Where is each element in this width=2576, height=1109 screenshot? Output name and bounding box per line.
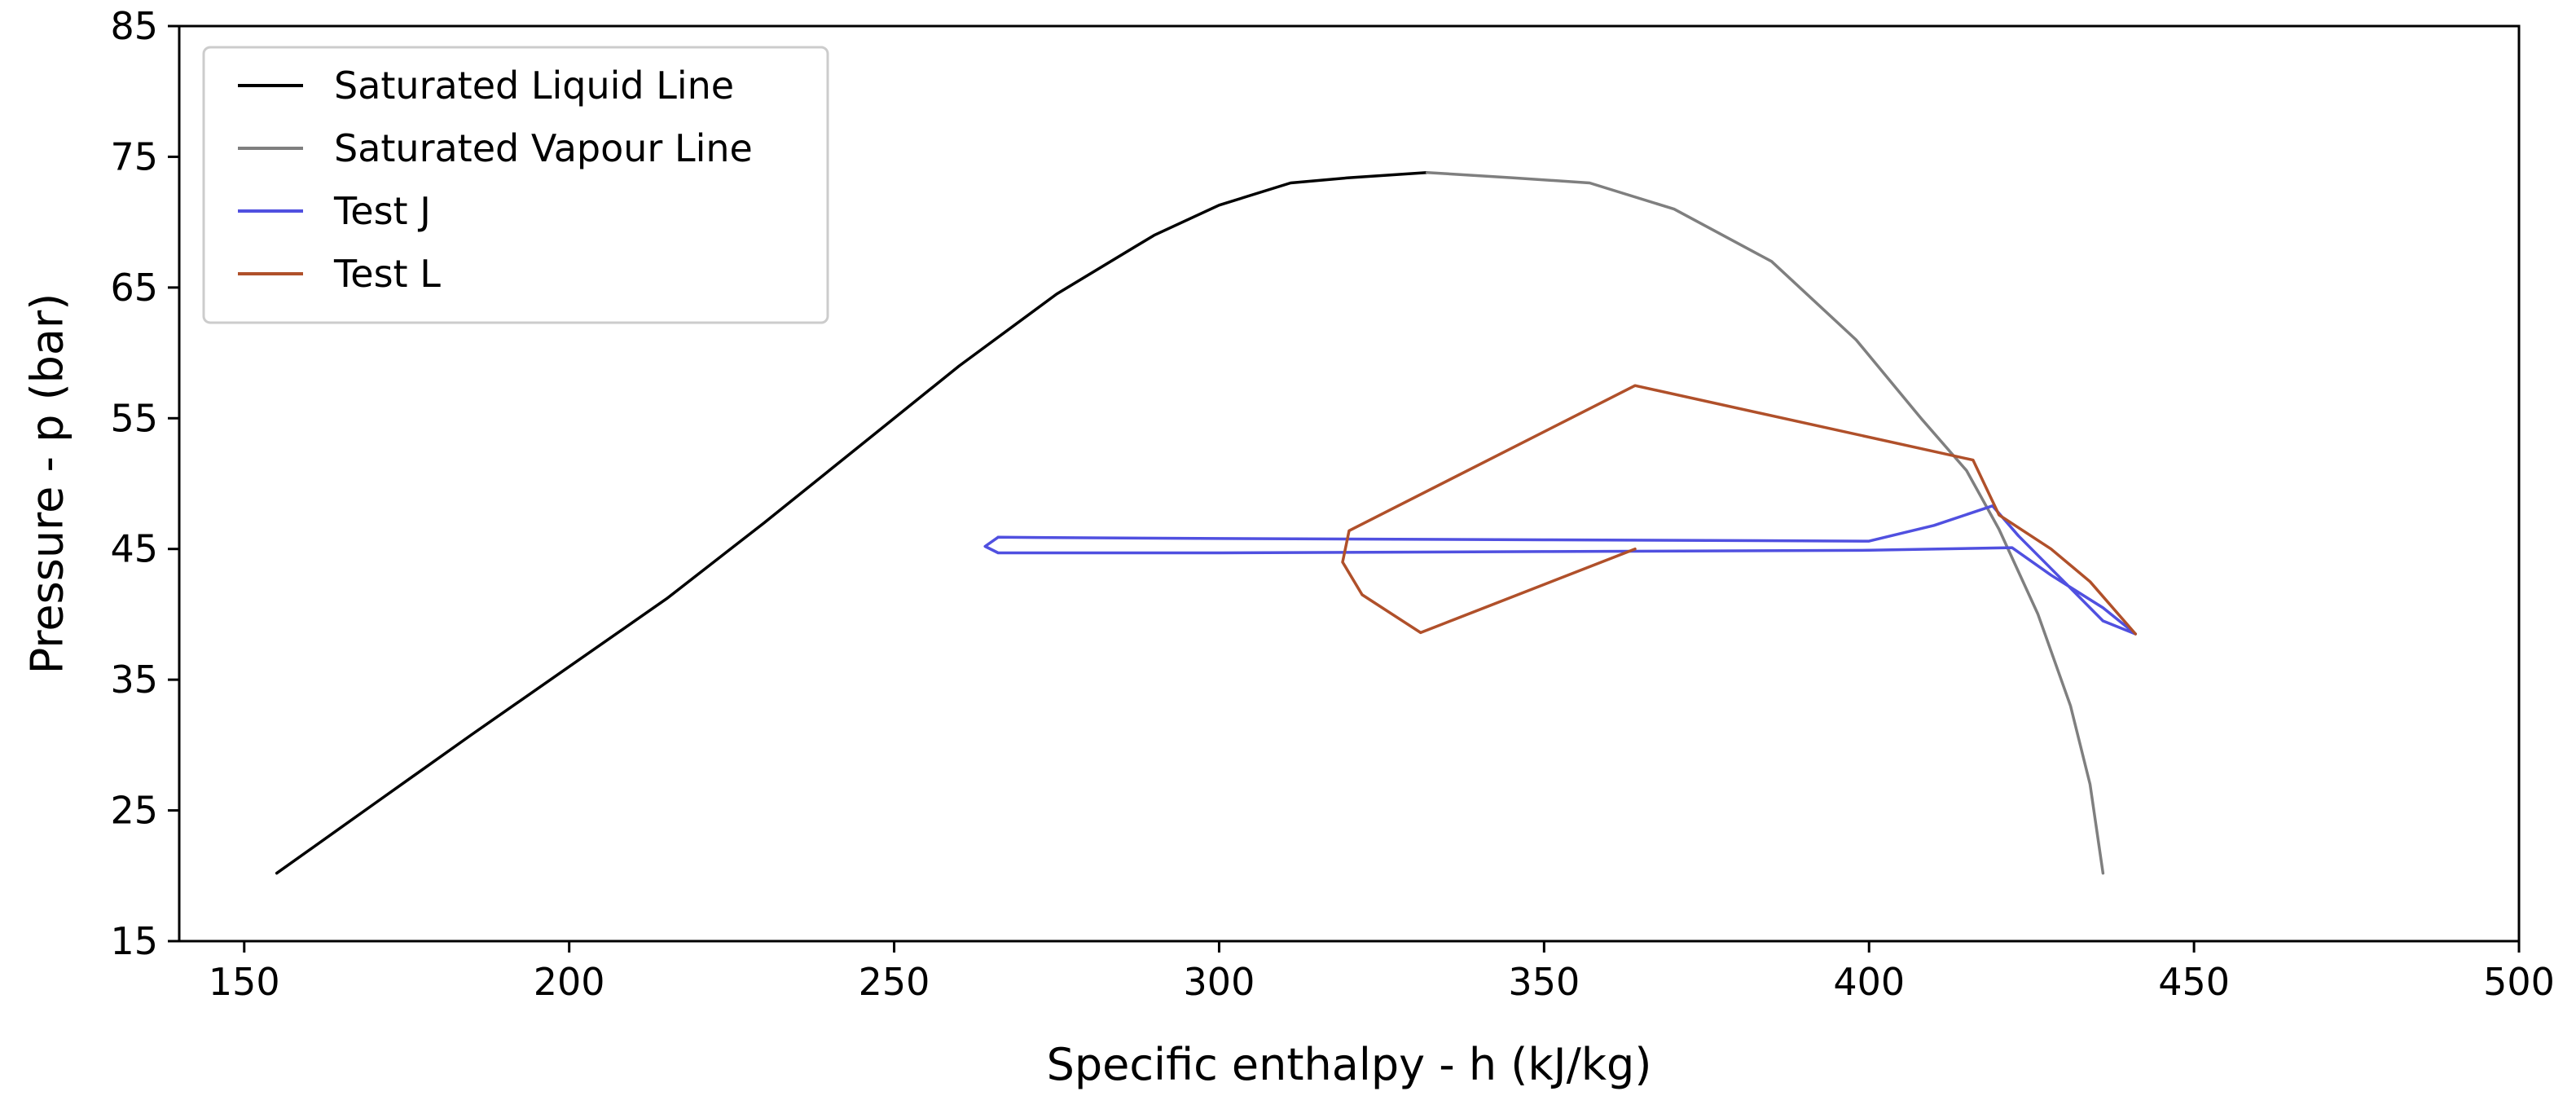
series-line-saturated-liquid-line: [275, 170, 1429, 875]
y-tick-label: 45: [110, 527, 158, 571]
y-tick-label: 15: [110, 919, 158, 963]
legend-label: Test J: [333, 189, 431, 233]
x-tick-label: 350: [1508, 960, 1580, 1004]
x-tick-label: 450: [2158, 960, 2230, 1004]
x-tick-label: 400: [1833, 960, 1905, 1004]
y-axis-label: Pressure - p (bar): [22, 293, 73, 675]
series-line-test-l: [1341, 384, 2138, 636]
y-tick-label: 65: [110, 266, 158, 310]
series-line-test-j: [983, 504, 2138, 636]
y-tick-label: 85: [110, 4, 158, 48]
legend-label: Saturated Liquid Line: [334, 64, 734, 108]
series-line-saturated-vapour-line: [1425, 170, 2105, 875]
legend-label: Saturated Vapour Line: [334, 126, 753, 170]
x-tick-label: 150: [209, 960, 280, 1004]
x-tick-label: 250: [859, 960, 930, 1004]
y-tick-label: 75: [110, 134, 158, 178]
x-axis-label: Specific enthalpy - h (kJ/kg): [1047, 1039, 1652, 1090]
y-tick-label: 25: [110, 789, 158, 833]
x-tick-label: 200: [534, 960, 605, 1004]
x-tick-label: 300: [1184, 960, 1255, 1004]
plot-frame: [178, 24, 2521, 943]
legend: Saturated Liquid Line Saturated Vapour Li…: [202, 46, 829, 324]
y-tick-label: 55: [110, 396, 158, 440]
x-tick-label: 500: [2483, 960, 2555, 1004]
legend-label: Test L: [333, 252, 441, 296]
legend-box: [202, 46, 829, 324]
y-tick-label: 35: [110, 658, 158, 702]
